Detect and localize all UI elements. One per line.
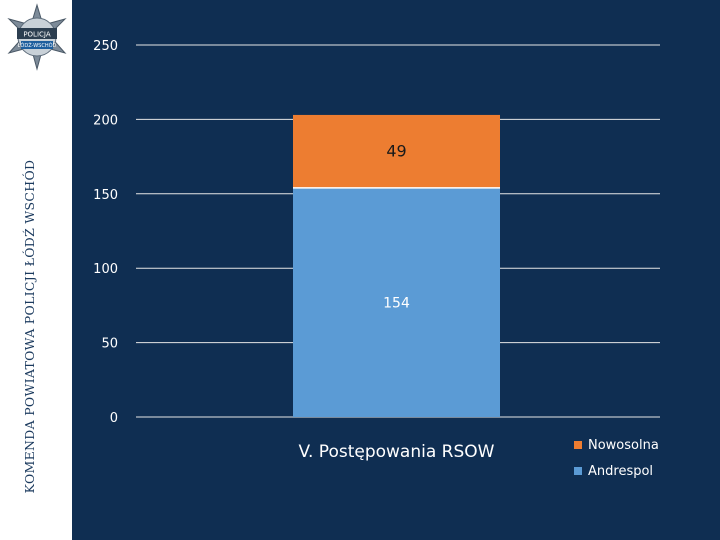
- y-tick-label: 100: [93, 262, 118, 277]
- data-label-andrespol: 154: [383, 295, 410, 311]
- data-labels: 154 49: [383, 141, 410, 311]
- legend-item-nowosolna: Nowosolna: [574, 432, 659, 458]
- y-axis-ticks: 0 50 100 150 200 250: [93, 39, 118, 426]
- side-panel: POLICJA ŁÓDŹ-WSCHÓD KOMENDA POWIATOWA PO…: [0, 0, 72, 540]
- y-tick-label: 50: [101, 337, 118, 352]
- bars: [293, 114, 500, 417]
- x-category-label: V. Postępowania RSOW: [299, 442, 495, 462]
- legend-swatch-andrespol: [574, 467, 582, 475]
- badge-bottom-text: ŁÓDŹ-WSCHÓD: [17, 41, 57, 49]
- bar-segment-andrespol: [293, 187, 500, 417]
- legend-swatch-nowosolna: [574, 441, 582, 449]
- y-tick-label: 150: [93, 188, 118, 203]
- legend-label-nowosolna: Nowosolna: [588, 437, 659, 453]
- legend: Nowosolna Andrespol: [574, 432, 659, 484]
- badge-top-text: POLICJA: [23, 31, 51, 39]
- data-label-nowosolna: 49: [386, 141, 406, 160]
- y-tick-label: 250: [93, 39, 118, 54]
- legend-item-andrespol: Andrespol: [574, 458, 659, 484]
- y-tick-label: 0: [110, 411, 118, 426]
- legend-label-andrespol: Andrespol: [588, 463, 654, 479]
- bar-segment-nowosolna: [293, 114, 500, 188]
- police-badge-logo: POLICJA ŁÓDŹ-WSCHÓD: [7, 3, 67, 71]
- y-tick-label: 200: [93, 113, 118, 128]
